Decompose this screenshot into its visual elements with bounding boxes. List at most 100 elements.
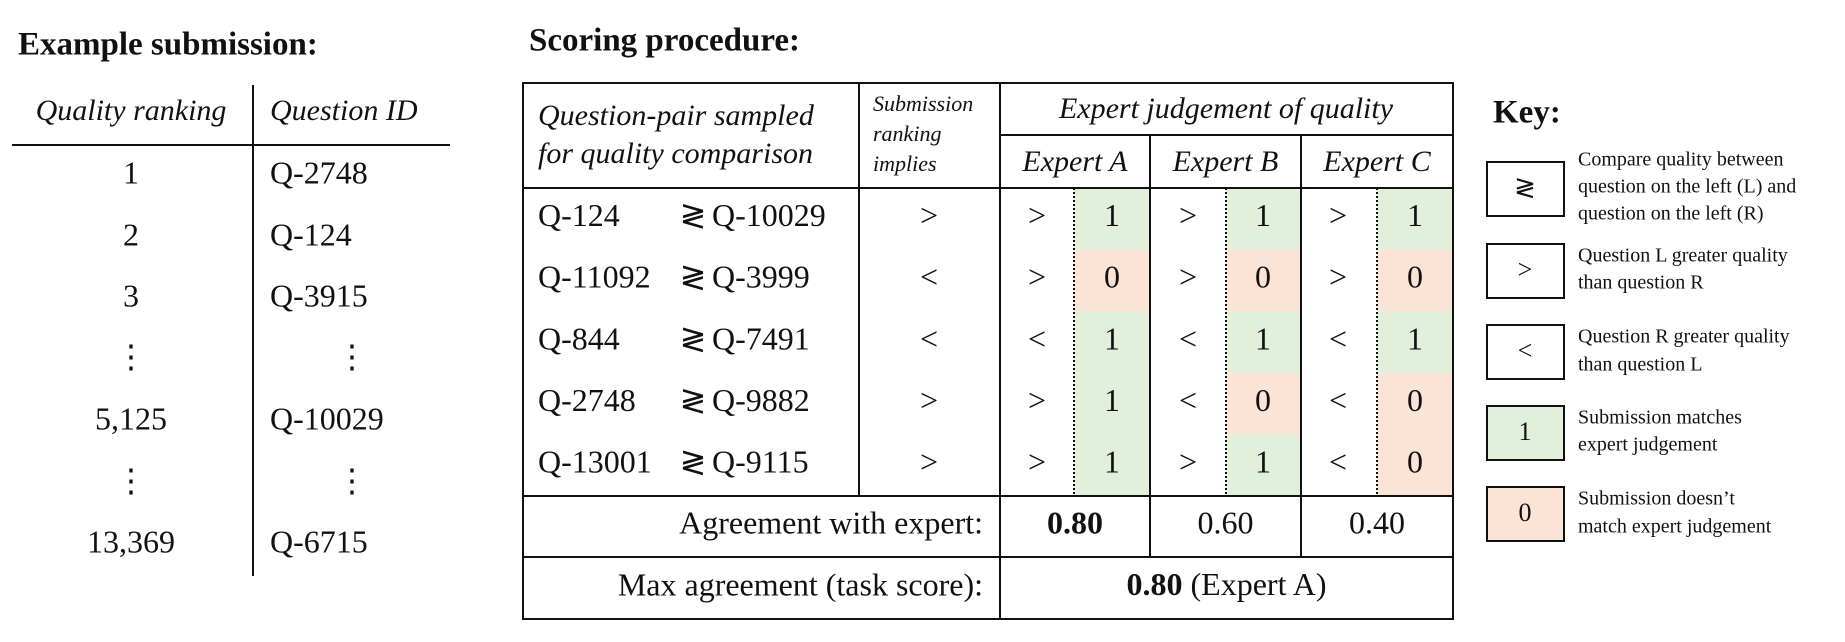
key-text: Submission matches <box>1578 407 1742 429</box>
score: 1 <box>1104 382 1120 418</box>
score: 1 <box>1104 320 1120 356</box>
score-cell <box>1074 372 1150 435</box>
question-id: Q-10029 <box>270 400 384 436</box>
key-symbol: 1 <box>1519 417 1532 446</box>
score-cell <box>1226 311 1301 373</box>
key-symbol: < <box>1518 336 1533 365</box>
key-symbol: ≷ <box>1514 173 1536 202</box>
question-right: Q-7491 <box>712 320 810 356</box>
implied-order: > <box>920 197 938 233</box>
question-id: Q-124 <box>270 216 352 252</box>
ranking: 13,369 <box>87 523 175 559</box>
score-cell <box>1377 372 1453 435</box>
agreement: 0.60 <box>1198 504 1254 540</box>
question-id: Q-3915 <box>270 277 368 313</box>
section-title: Scoring procedure: <box>529 23 800 59</box>
expert-order: > <box>1179 197 1197 233</box>
key-text: Submission doesn’t <box>1578 488 1735 510</box>
question-left: Q-844 <box>538 320 620 356</box>
compare-symbol: ≷ <box>680 382 707 418</box>
question-left: Q-13001 <box>538 444 652 480</box>
score-cell <box>1226 372 1301 435</box>
question-id: Q-6715 <box>270 523 368 559</box>
expert-order: < <box>1028 320 1046 356</box>
expert-order: > <box>1179 259 1197 295</box>
expert-order: > <box>1028 444 1046 480</box>
ranking: 1 <box>123 154 139 190</box>
key-symbol: > <box>1518 255 1533 284</box>
expert-order: > <box>1028 259 1046 295</box>
column-header: Quality ranking <box>36 94 227 127</box>
implied-order: < <box>920 259 938 295</box>
compare-symbol: ≷ <box>680 197 707 233</box>
key-text: expert judgement <box>1578 434 1718 456</box>
score: 0 <box>1104 259 1120 295</box>
table-border <box>522 82 1454 620</box>
question-right: Q-9115 <box>712 444 809 480</box>
score-cell <box>1226 188 1301 250</box>
implied-order: > <box>920 382 938 418</box>
key-text: than question R <box>1578 272 1704 294</box>
ranking: 3 <box>123 277 139 313</box>
key-text: Question L greater quality <box>1578 245 1788 267</box>
task-score: 0.80 (Expert A) <box>1127 566 1327 602</box>
column-header: Question ID <box>270 94 418 127</box>
key-box <box>1486 243 1565 299</box>
compare-symbol: ≷ <box>680 259 707 295</box>
question-left: Q-124 <box>538 197 620 233</box>
score-cell <box>1074 249 1150 312</box>
score-cell <box>1074 434 1150 496</box>
expert-order: < <box>1179 320 1197 356</box>
task-score-expert: (Expert A) <box>1191 566 1327 602</box>
expert-order: < <box>1329 320 1347 356</box>
ranking: 5,125 <box>95 400 167 436</box>
score: 0 <box>1407 444 1423 480</box>
score: 1 <box>1104 444 1120 480</box>
question-right: Q-3999 <box>712 259 810 295</box>
task-score-value: 0.80 <box>1127 566 1183 602</box>
agreement: 0.40 <box>1349 504 1405 540</box>
score-cell <box>1377 188 1453 250</box>
score: 1 <box>1104 197 1120 233</box>
expert-order: > <box>1028 382 1046 418</box>
score-cell <box>1377 434 1453 496</box>
key-symbol: 0 <box>1519 498 1532 527</box>
key-box <box>1486 405 1565 461</box>
score-cell <box>1226 249 1301 312</box>
score-cell <box>1074 311 1150 373</box>
expert-order: < <box>1329 444 1347 480</box>
question-id: Q-2748 <box>270 154 368 190</box>
question-right: Q-10029 <box>712 197 826 233</box>
score: 1 <box>1407 320 1423 356</box>
key-text: match expert judgement <box>1578 516 1772 538</box>
key-box <box>1486 486 1565 542</box>
row-label: Agreement with expert: <box>679 504 983 540</box>
key-text: Compare quality between <box>1578 149 1784 171</box>
expert-order: > <box>1028 197 1046 233</box>
implied-order: > <box>920 444 938 480</box>
question-left: Q-2748 <box>538 382 636 418</box>
key-text: question on the left (R) <box>1578 203 1764 225</box>
score: 0 <box>1407 382 1423 418</box>
column-header: for quality comparison <box>538 137 813 170</box>
score-cell <box>1074 188 1150 250</box>
expert-header: Expert A <box>1021 145 1128 178</box>
group-header: Expert judgement of quality <box>1058 92 1394 125</box>
compare-symbol: ≷ <box>680 444 707 480</box>
question-id: ⋮ <box>336 338 368 374</box>
expert-header: Expert C <box>1322 145 1431 178</box>
expert-order: > <box>1329 259 1347 295</box>
ranking: 2 <box>123 216 139 252</box>
expert-order: < <box>1179 382 1197 418</box>
column-header: Submission <box>873 91 973 116</box>
expert-order: > <box>1179 444 1197 480</box>
key-text: question on the left (L) and <box>1578 176 1796 198</box>
expert-header: Expert B <box>1172 145 1279 178</box>
score: 1 <box>1255 320 1271 356</box>
score: 1 <box>1407 197 1423 233</box>
question-id: ⋮ <box>336 462 368 498</box>
key-box <box>1486 324 1565 380</box>
row-label: Max agreement (task score): <box>618 566 983 602</box>
ranking: ⋮ <box>115 338 147 374</box>
